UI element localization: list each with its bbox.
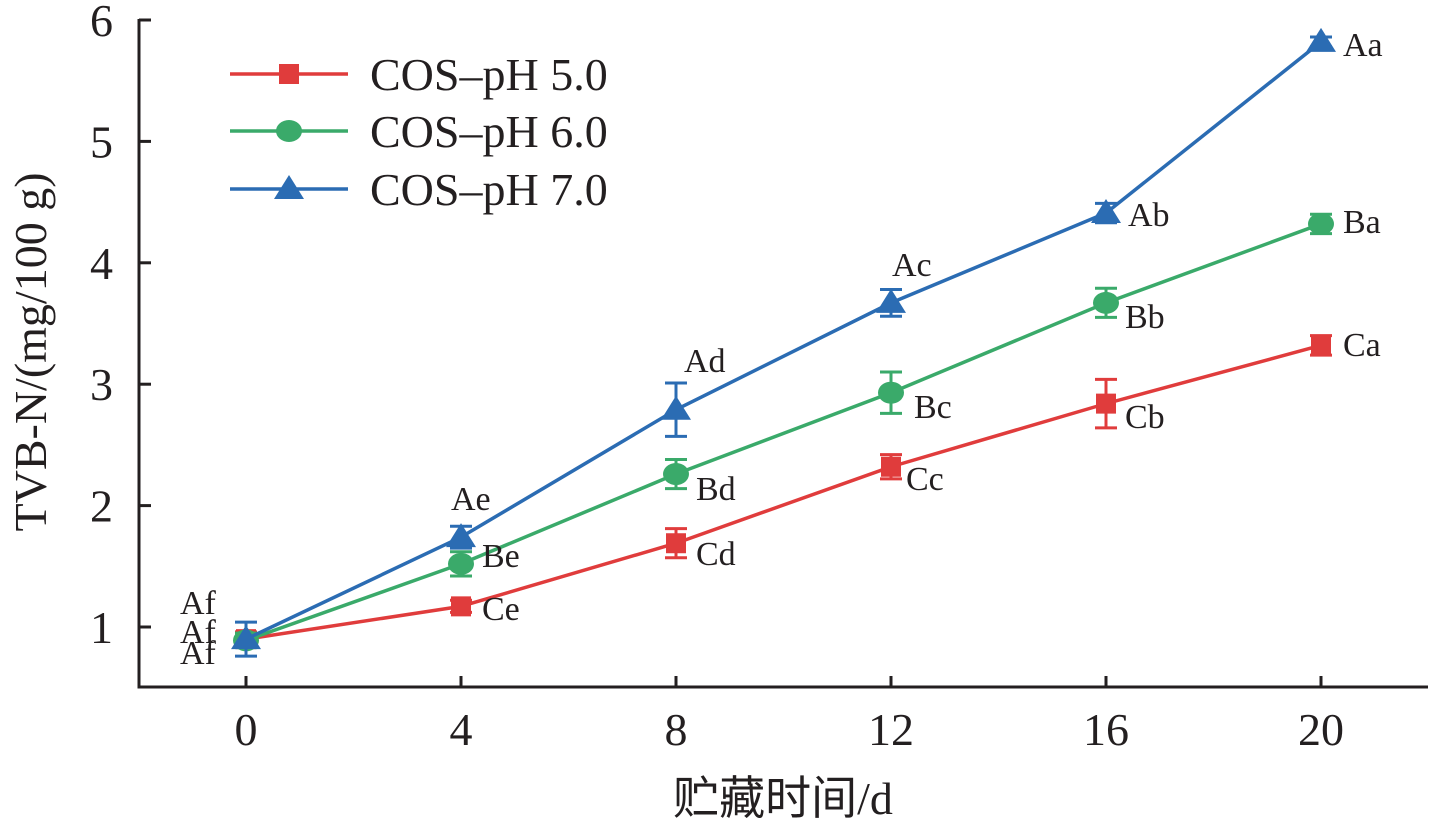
legend-marker-circle	[276, 120, 302, 142]
series-line	[245, 343, 1322, 641]
point-label: Ce	[482, 591, 520, 628]
point-label: Cb	[1125, 399, 1165, 436]
data-point-triangle	[1306, 27, 1336, 52]
legend-item-2: COS–pH 6.0	[230, 106, 608, 157]
series-layer	[231, 27, 1336, 658]
data-point-triangle	[876, 288, 906, 313]
data-point-triangle	[661, 395, 691, 420]
legend-label: COS–pH 5.0	[370, 49, 608, 100]
data-point-square	[1096, 393, 1116, 414]
y-tick-label: 3	[90, 359, 113, 410]
data-point-triangle	[1091, 199, 1121, 224]
point-label: Ae	[451, 481, 491, 518]
data-point-square	[451, 596, 471, 617]
legend-marker-triangle	[274, 175, 304, 199]
y-tick-label: 1	[90, 602, 113, 653]
legend-label: COS–pH 7.0	[370, 164, 608, 215]
data-point-circle	[878, 381, 904, 404]
point-label: Be	[482, 538, 520, 575]
x-tick-label: 16	[1083, 704, 1129, 755]
legend-label: COS–pH 6.0	[370, 106, 608, 157]
point-label: Ca	[1343, 327, 1381, 364]
series-1	[235, 334, 1332, 650]
x-tick-label: 8	[665, 704, 688, 755]
data-point-triangle	[446, 523, 476, 548]
data-point-circle	[663, 463, 689, 486]
x-ticks: 0 4 8 12 16 20	[235, 676, 1344, 755]
data-point-square	[1311, 335, 1331, 356]
y-tick-label: 5	[90, 116, 113, 167]
x-tick-label: 0	[235, 704, 258, 755]
data-point-square	[666, 533, 686, 554]
y-tick-label: 2	[90, 481, 113, 532]
series-2	[233, 212, 1334, 652]
series-3	[231, 27, 1336, 658]
point-label: Aa	[1343, 27, 1383, 64]
x-tick-label: 4	[450, 704, 473, 755]
point-label: Af	[180, 614, 217, 651]
point-label: Af	[180, 635, 217, 672]
legend-item-1: COS–pH 5.0	[230, 49, 608, 100]
axes	[137, 19, 1428, 689]
x-tick-label: 12	[868, 704, 914, 755]
point-label: Bb	[1125, 299, 1165, 336]
legend: COS–pH 5.0 COS–pH 6.0 COS–pH 7.0	[230, 49, 608, 215]
y-tick-label: 4	[90, 238, 113, 289]
point-label: Af	[180, 585, 217, 622]
point-label: Bc	[914, 389, 952, 426]
y-axis-title: TVB-N/(mg/100 g)	[5, 172, 56, 531]
x-axis-title: 贮藏时间/d	[673, 773, 893, 824]
point-label: Ac	[892, 247, 932, 284]
x-tick-label: 20	[1298, 704, 1344, 755]
data-point-circle	[448, 552, 474, 575]
data-point-circle	[1093, 291, 1119, 314]
legend-item-3: COS–pH 7.0	[230, 164, 608, 215]
point-label: Bd	[696, 471, 736, 508]
data-point-circle	[1308, 212, 1334, 235]
legend-marker-square	[279, 64, 299, 84]
series-line	[245, 222, 1322, 643]
point-label: Ad	[684, 343, 726, 380]
data-point-triangle	[231, 625, 261, 650]
point-label: Cd	[696, 536, 736, 573]
point-labels: Af Ce Cd Cc Cb Ca Af Be Bd Bc Bb Ba Af Ae Ad Ac Ab Aa	[180, 27, 1383, 672]
y-ticks: 1 2 3 4 5 6	[90, 0, 151, 653]
point-label: Ba	[1343, 204, 1381, 241]
data-point-square	[881, 456, 901, 477]
series-line	[245, 40, 1323, 641]
y-tick-label: 6	[90, 0, 113, 46]
point-label: Ab	[1128, 197, 1170, 234]
point-label: Cc	[906, 461, 944, 498]
